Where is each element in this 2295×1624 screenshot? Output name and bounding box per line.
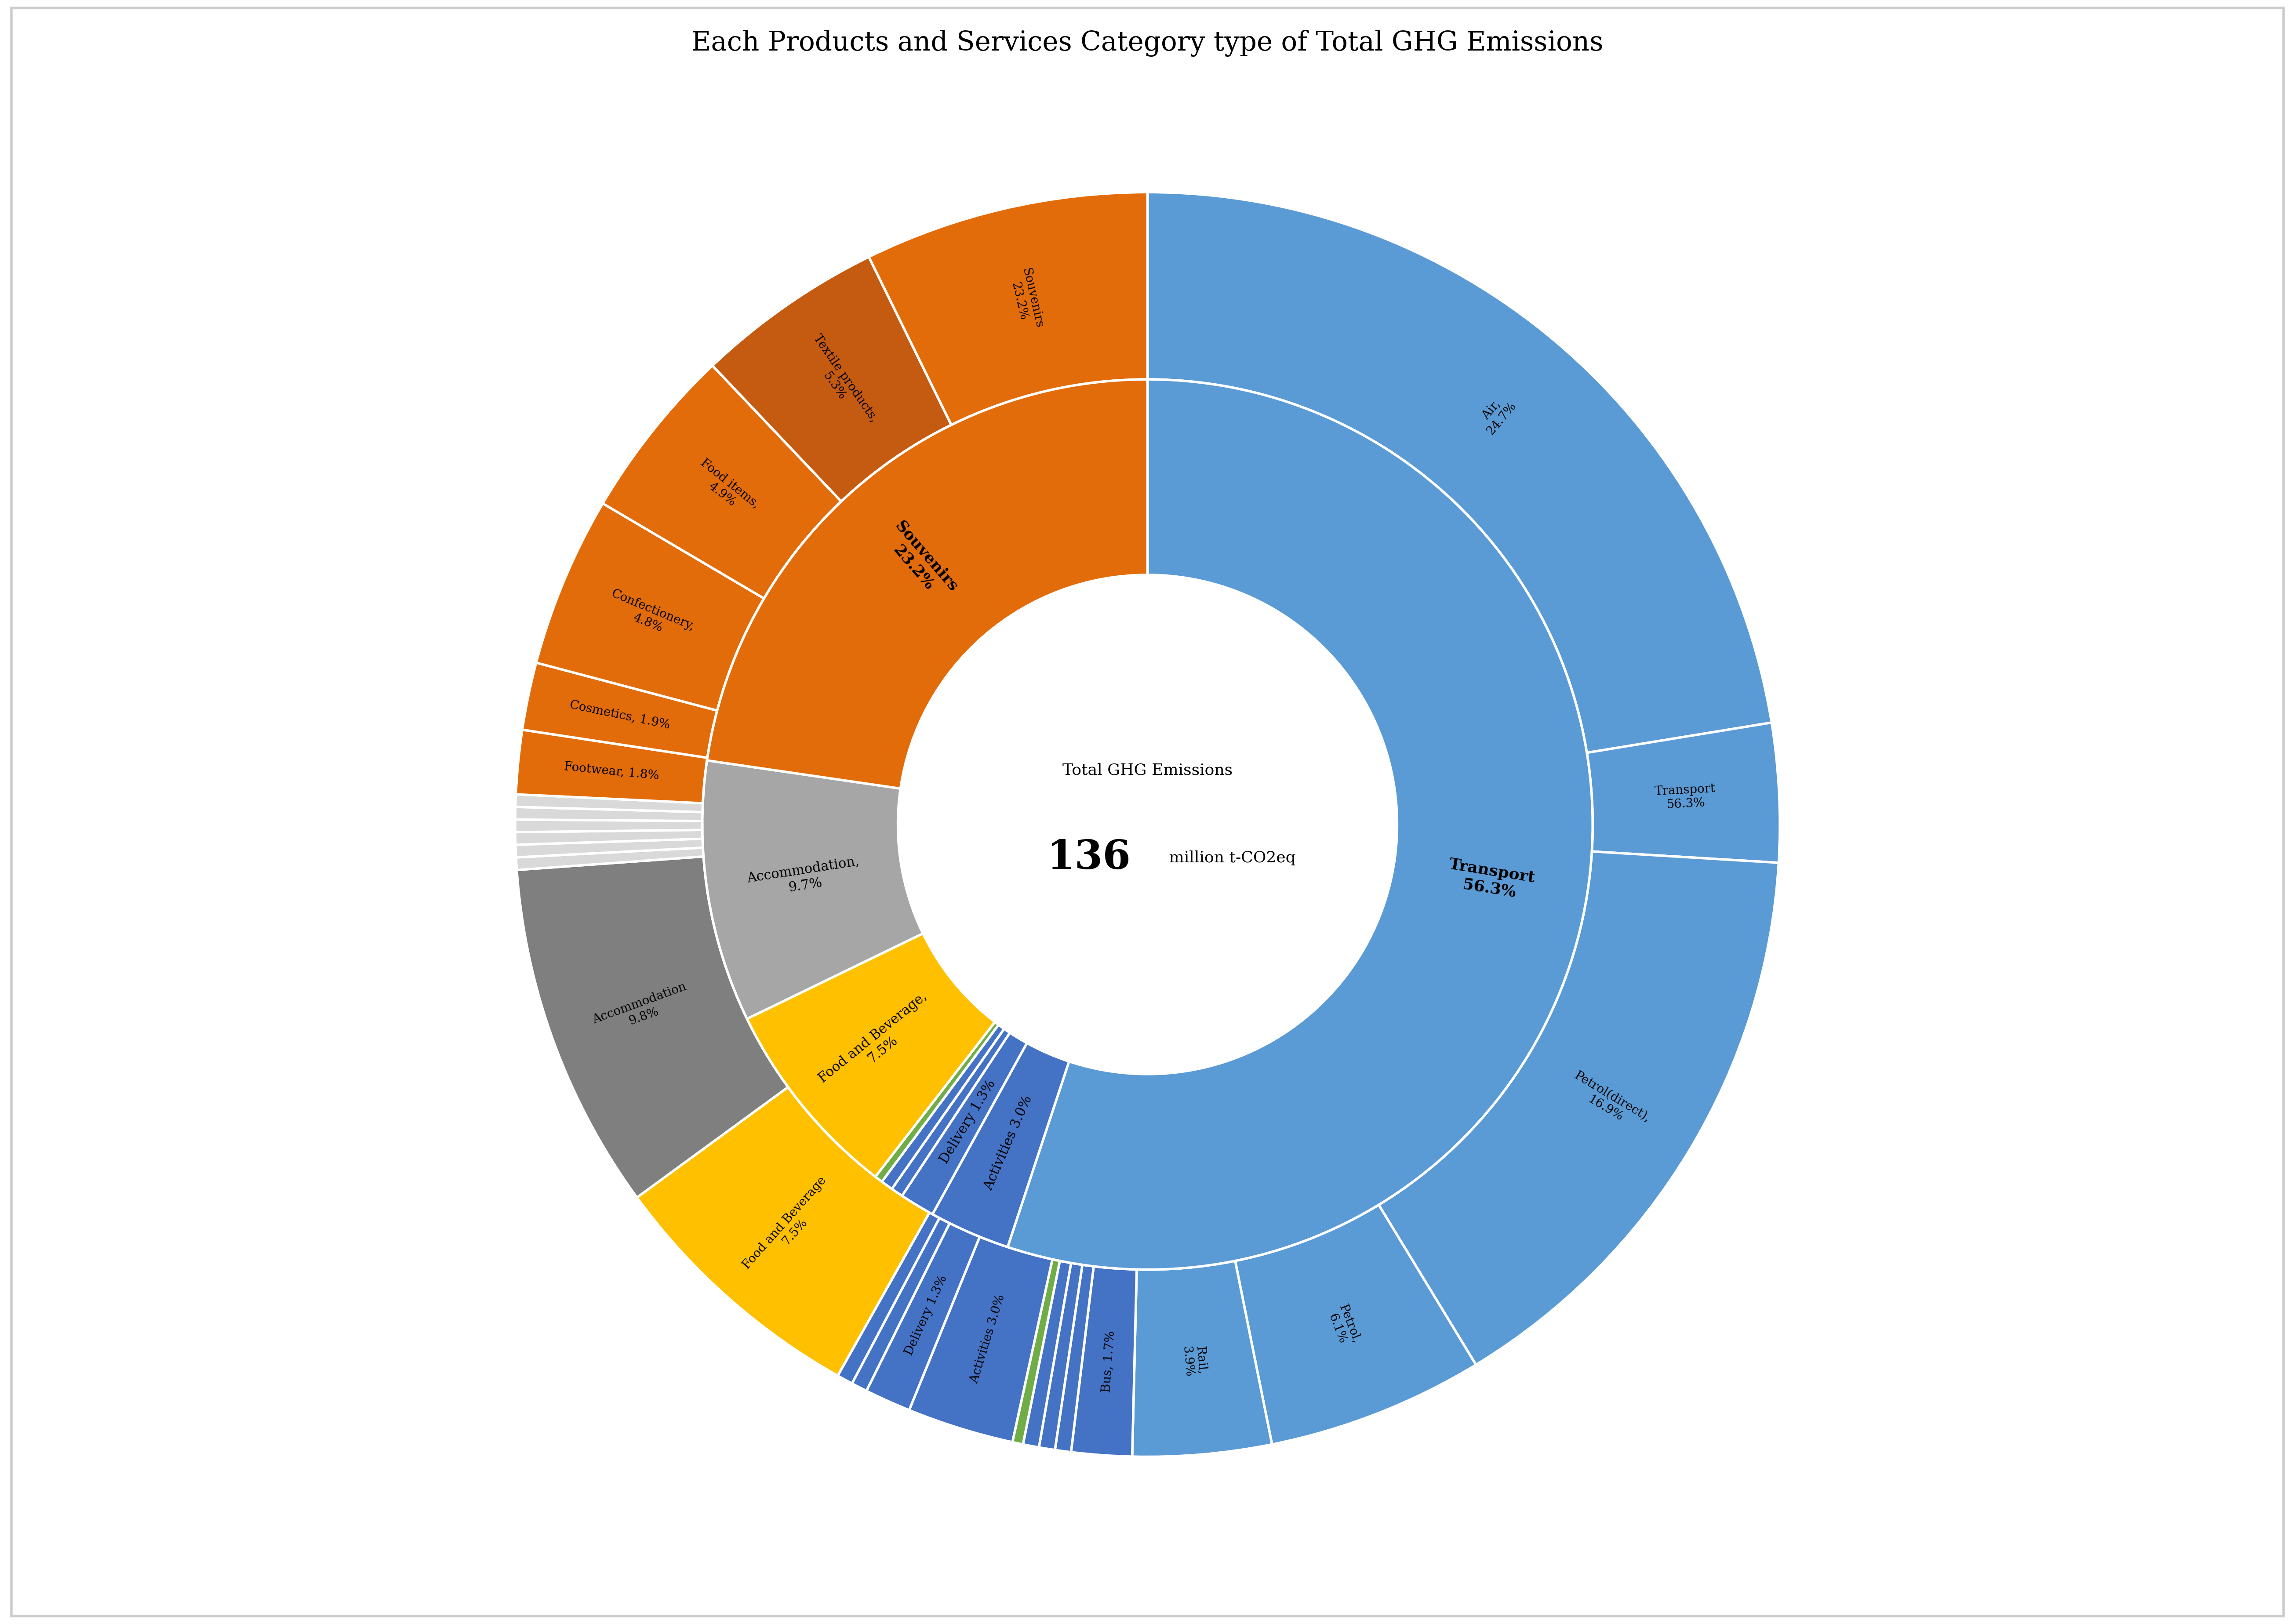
Wedge shape xyxy=(1235,1205,1476,1444)
Wedge shape xyxy=(537,503,764,711)
Wedge shape xyxy=(516,848,705,870)
Text: Accommodation,
9.7%: Accommodation, 9.7% xyxy=(746,854,863,901)
Text: Activities 3.0%: Activities 3.0% xyxy=(968,1293,1008,1385)
Text: Each Products and Services Category type of Total GHG Emissions: Each Products and Services Category type… xyxy=(691,29,1604,57)
Wedge shape xyxy=(746,934,994,1177)
Text: Textile products,
5.3%: Textile products, 5.3% xyxy=(801,333,879,432)
Text: Accommodation
9.8%: Accommodation 9.8% xyxy=(590,981,693,1039)
Wedge shape xyxy=(516,856,787,1197)
Text: Total GHG Emissions: Total GHG Emissions xyxy=(1063,763,1232,778)
Wedge shape xyxy=(909,1237,1053,1442)
Text: Transport
56.3%: Transport 56.3% xyxy=(1655,783,1717,812)
Text: Rail,
3.9%: Rail, 3.9% xyxy=(1180,1345,1209,1377)
Wedge shape xyxy=(838,1213,939,1384)
Wedge shape xyxy=(868,1223,980,1410)
Wedge shape xyxy=(1056,1265,1095,1452)
Wedge shape xyxy=(1131,1260,1271,1457)
Wedge shape xyxy=(893,1030,1010,1195)
Text: Food and Beverage
7.5%: Food and Beverage 7.5% xyxy=(741,1174,840,1280)
Wedge shape xyxy=(707,380,1148,789)
Wedge shape xyxy=(711,257,952,502)
Wedge shape xyxy=(851,1218,950,1390)
Text: Delivery 1.3%: Delivery 1.3% xyxy=(936,1077,998,1166)
Text: Food items,
4.9%: Food items, 4.9% xyxy=(691,456,762,521)
Wedge shape xyxy=(516,729,707,804)
Wedge shape xyxy=(902,1033,1026,1215)
Text: Souvenirs
23.2%: Souvenirs 23.2% xyxy=(879,518,962,606)
Wedge shape xyxy=(702,760,923,1018)
Text: Cosmetics, 1.9%: Cosmetics, 1.9% xyxy=(569,698,670,731)
Wedge shape xyxy=(932,1043,1069,1247)
Wedge shape xyxy=(1586,723,1781,862)
Wedge shape xyxy=(514,820,702,831)
Text: 136: 136 xyxy=(1047,838,1131,877)
Text: Activities 3.0%: Activities 3.0% xyxy=(982,1093,1035,1192)
Wedge shape xyxy=(1024,1260,1072,1447)
Wedge shape xyxy=(523,663,716,758)
Text: Food and Beverage,
7.5%: Food and Beverage, 7.5% xyxy=(817,989,939,1098)
Wedge shape xyxy=(514,807,702,822)
Wedge shape xyxy=(1148,192,1772,754)
Text: million t-CO2eq: million t-CO2eq xyxy=(1164,851,1297,866)
Text: Footwear, 1.8%: Footwear, 1.8% xyxy=(562,760,659,781)
Wedge shape xyxy=(604,365,842,599)
Text: Confectionery,
4.8%: Confectionery, 4.8% xyxy=(604,588,695,646)
Text: Air,
24.7%: Air, 24.7% xyxy=(1473,391,1519,437)
Wedge shape xyxy=(870,192,1148,425)
Wedge shape xyxy=(1040,1263,1083,1450)
Text: Transport
56.3%: Transport 56.3% xyxy=(1446,857,1535,903)
Wedge shape xyxy=(638,1086,929,1376)
Wedge shape xyxy=(1072,1267,1136,1457)
Wedge shape xyxy=(881,1025,1005,1189)
Text: Bus, 1.7%: Bus, 1.7% xyxy=(1099,1330,1118,1393)
Text: Petrol,
6.1%: Petrol, 6.1% xyxy=(1324,1302,1363,1350)
Wedge shape xyxy=(1012,1259,1060,1444)
Wedge shape xyxy=(514,830,702,844)
Wedge shape xyxy=(516,838,702,857)
Text: Delivery 1.3%: Delivery 1.3% xyxy=(902,1273,950,1358)
Text: Souvenirs
23.2%: Souvenirs 23.2% xyxy=(1005,266,1044,333)
Wedge shape xyxy=(1008,380,1593,1270)
Text: Petrol(direct),
16.9%: Petrol(direct), 16.9% xyxy=(1565,1069,1652,1135)
Wedge shape xyxy=(874,1021,998,1182)
Wedge shape xyxy=(516,794,702,812)
Wedge shape xyxy=(1379,851,1779,1364)
